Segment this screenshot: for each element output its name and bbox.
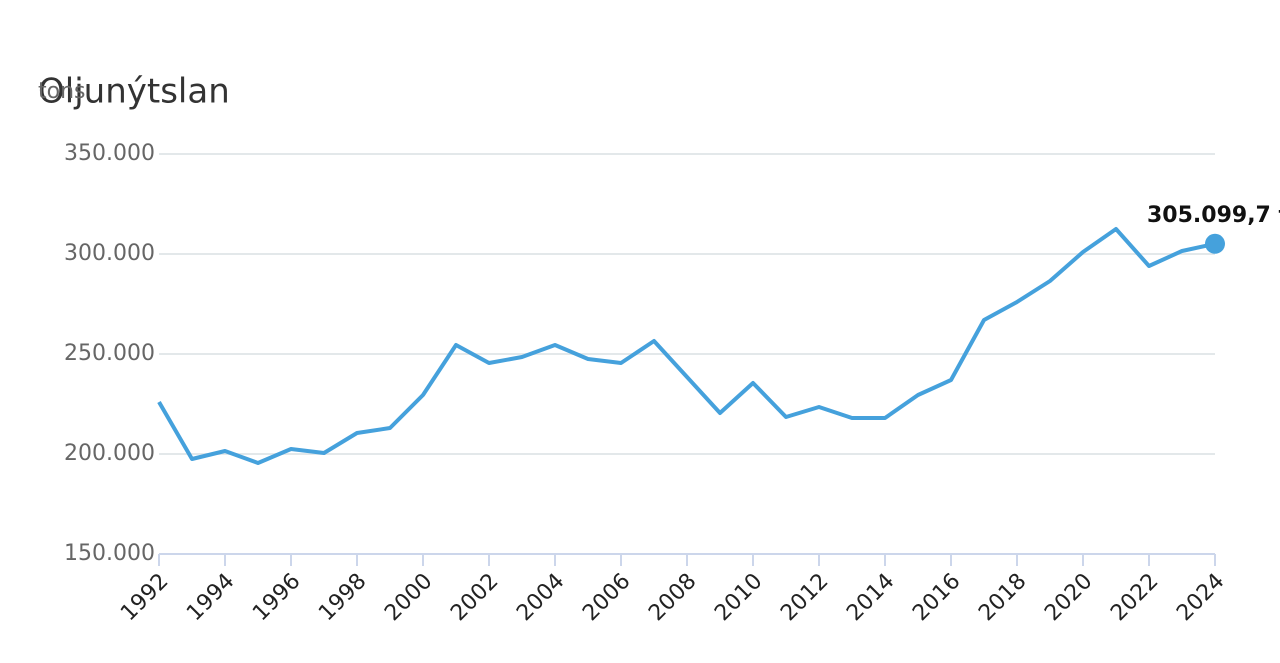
chart-title: Oljunýtslan: [38, 72, 230, 112]
x-tick-label: 1992: [116, 569, 173, 626]
line: [157, 227, 1216, 465]
point: [1205, 233, 1225, 254]
x-tick-label: 2012: [776, 569, 833, 626]
x-tick-label: 2000: [380, 569, 437, 626]
x-tick-label: 2008: [644, 569, 701, 626]
x-tick-label: 2014: [842, 569, 899, 626]
x-tick-label: 2022: [1106, 569, 1163, 626]
x-tick-label: 1998: [314, 569, 371, 626]
x-tick-label: 2002: [446, 569, 503, 626]
y-tick-label: 150.000: [64, 541, 155, 566]
x-tick-label: 2016: [908, 569, 965, 626]
x-tick-label: 2004: [512, 569, 569, 626]
x-tick-label: 1994: [182, 569, 239, 626]
y-tick-label: 200.000: [64, 441, 155, 466]
y-axis-label: tons: [38, 79, 86, 104]
data-label: 305.099,7 tons: [1147, 203, 1280, 228]
y-tick-label: 250.000: [64, 341, 155, 366]
x-tick-label: 2018: [974, 569, 1031, 626]
x-tick-label: 2024: [1172, 569, 1229, 626]
y-tick-label: 300.000: [64, 241, 155, 266]
x-tick-label: 2020: [1040, 569, 1097, 626]
x-tick-label: 2010: [710, 569, 767, 626]
x-tick-label: 2006: [578, 569, 635, 626]
x-tick-label: 1996: [248, 569, 305, 626]
y-tick-label: 350.000: [64, 141, 155, 166]
